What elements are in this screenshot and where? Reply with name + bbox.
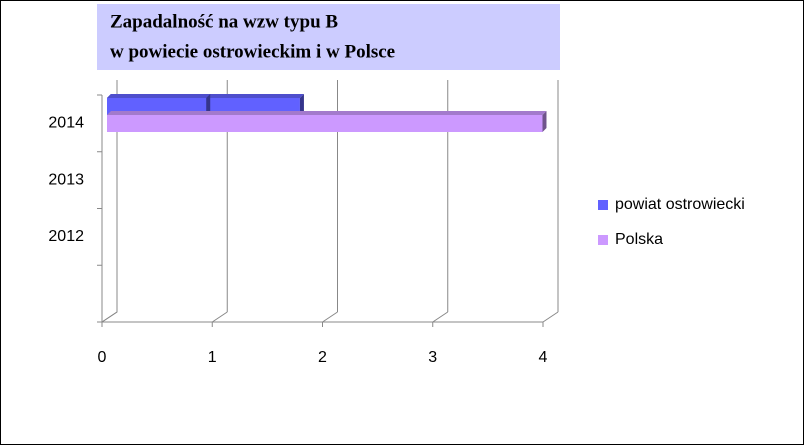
x-tick-label: 1: [208, 349, 217, 366]
bar-face: [107, 94, 211, 98]
x-tick-label: 0: [98, 349, 107, 366]
grid-line: [322, 311, 338, 323]
y-tick-label: 2014: [48, 115, 84, 132]
y-tick-label: 2012: [48, 228, 84, 245]
y-tick-label: 2013: [48, 171, 84, 188]
chart-title: w powiecie ostrowieckim i w Polsce: [110, 41, 395, 62]
bar-face: [107, 115, 543, 132]
bar: [107, 94, 211, 115]
bar: [107, 111, 547, 132]
grid-line: [211, 311, 228, 323]
grid-line: [101, 311, 118, 323]
bar-face: [107, 111, 547, 115]
legend-swatch: [598, 200, 608, 210]
legend-label: powiat ostrowiecki: [615, 196, 745, 213]
x-tick-label: 2: [318, 349, 327, 366]
x-tick-label: 4: [539, 349, 548, 366]
title-box: [97, 4, 560, 70]
x-tick-label: 3: [428, 349, 437, 366]
bar-face: [107, 98, 207, 115]
bar-face: [299, 94, 304, 115]
chart-title: Zapadalność na wzw typu B: [110, 11, 338, 32]
bar-face: [542, 111, 547, 132]
bar-face: [206, 94, 211, 115]
legend-swatch: [598, 235, 608, 245]
legend-label: Polska: [615, 231, 663, 248]
grid-line: [432, 311, 449, 323]
grid-line: [542, 311, 559, 323]
